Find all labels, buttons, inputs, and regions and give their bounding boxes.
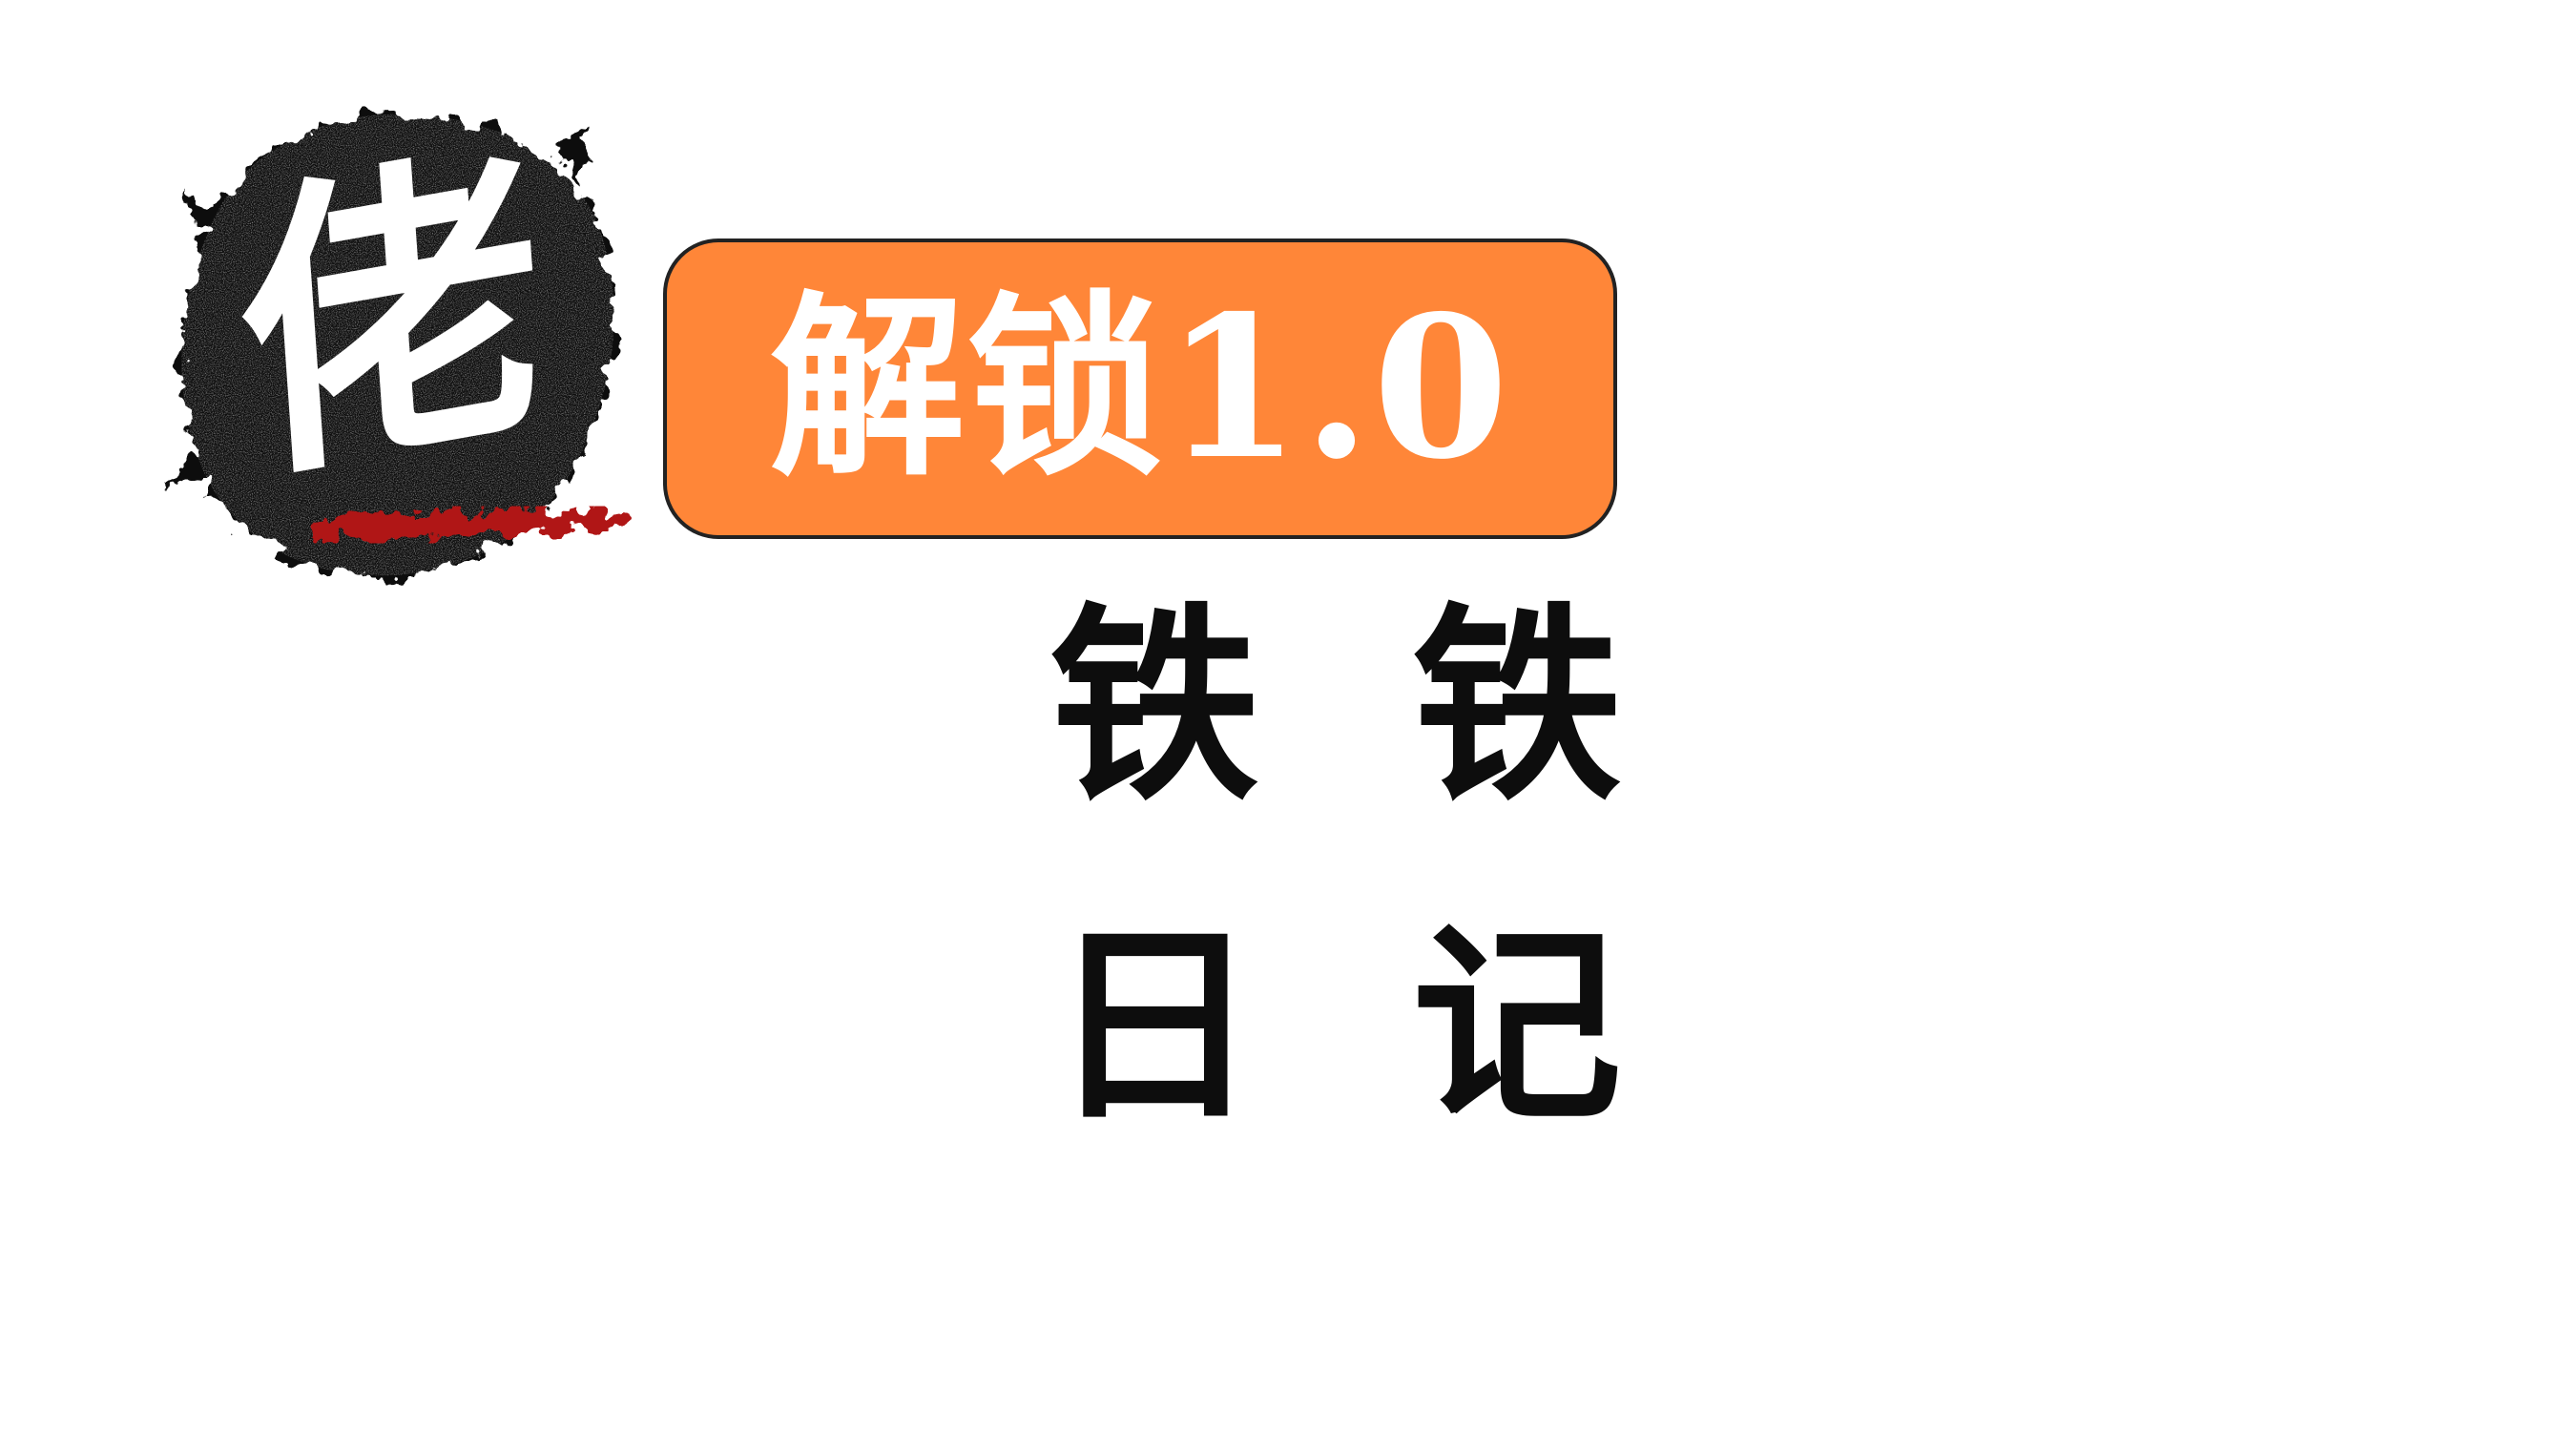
logo-character: 佬 — [228, 114, 554, 525]
badge-text: 解锁1.0 — [769, 274, 1511, 503]
title-char: 铁 — [1411, 582, 1622, 829]
title-char: 日 — [1049, 902, 1260, 1149]
ink-splash-icon — [162, 114, 625, 576]
title-line-1: 铁 铁 — [1049, 601, 1622, 811]
title-char: 铁 — [1049, 582, 1260, 829]
title-line-2: 日 记 — [1049, 921, 1622, 1130]
unlock-badge: 解锁1.0 — [663, 238, 1617, 539]
ink-logo: 佬 — [143, 86, 639, 639]
title-char: 记 — [1411, 902, 1622, 1149]
